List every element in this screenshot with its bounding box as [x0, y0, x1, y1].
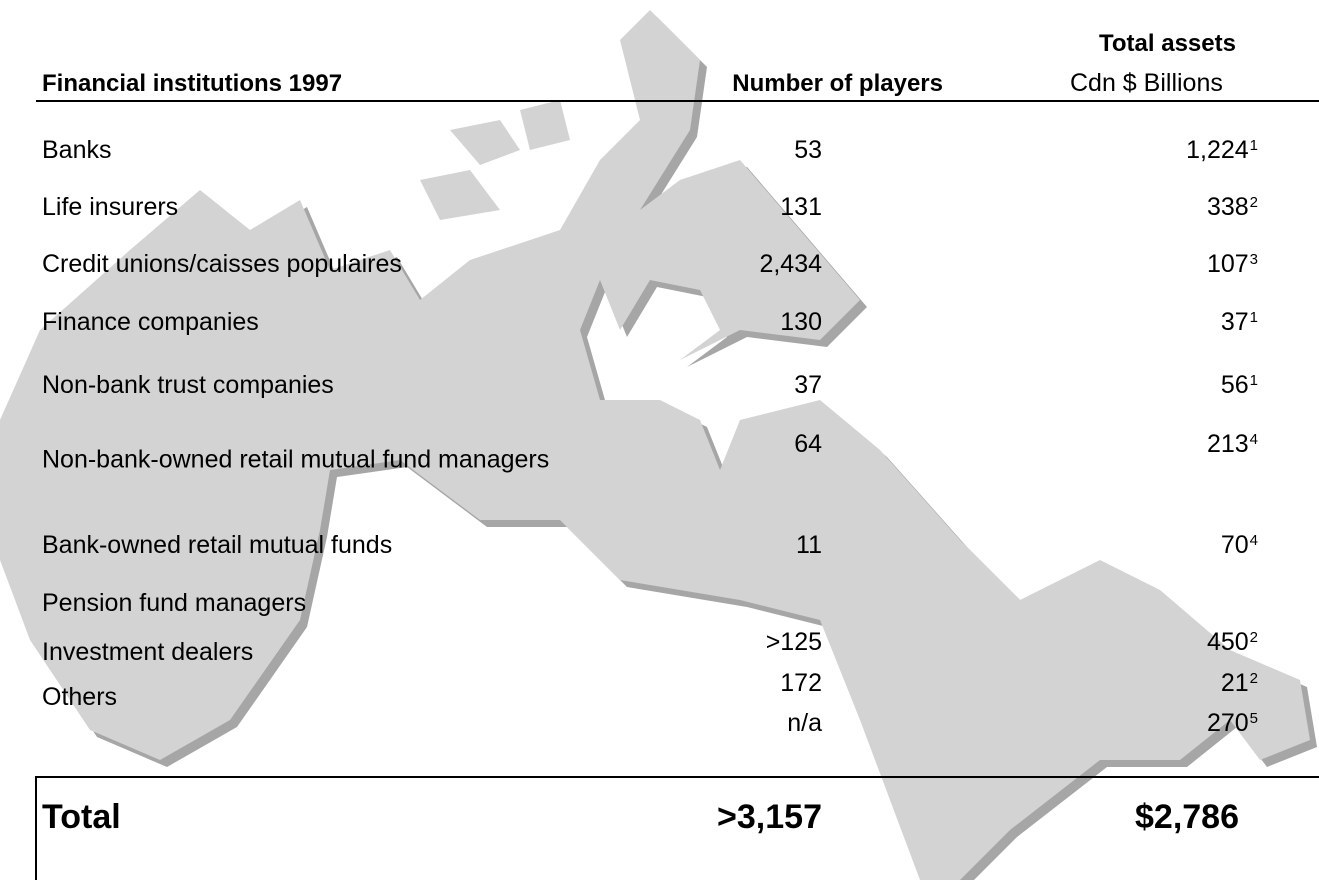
row-label: Credit unions/caisses populaires — [42, 250, 402, 278]
total-label: Total — [42, 798, 121, 836]
row-players: 130 — [780, 308, 822, 336]
row-players: 2,434 — [759, 250, 822, 278]
row-assets: 2705 — [1207, 708, 1258, 738]
row-assets: 4502 — [1207, 627, 1258, 657]
total-box-left — [35, 776, 37, 880]
row-assets: 2134 — [1207, 429, 1258, 459]
row-players: 37 — [794, 371, 822, 399]
row-assets: 704 — [1221, 530, 1258, 560]
row-players: 172 — [780, 669, 822, 697]
row-label: Non-bank trust companies — [42, 371, 334, 399]
row-assets-note: 2 — [1249, 629, 1258, 646]
row-players: 131 — [780, 193, 822, 221]
row-players: >125 — [765, 628, 822, 656]
row-players: n/a — [787, 709, 822, 737]
row-assets: 3382 — [1207, 192, 1258, 222]
row-assets-note: 3 — [1249, 251, 1258, 268]
row-assets-value: 56 — [1220, 371, 1249, 399]
map-land — [0, 10, 1310, 880]
row-assets-value: 70 — [1220, 531, 1249, 559]
row-assets-note: 2 — [1249, 194, 1258, 211]
row-label: Pension fund managers — [42, 589, 307, 617]
row-label: Banks — [42, 136, 112, 164]
row-assets: 1073 — [1207, 249, 1258, 279]
row-label: Life insurers — [42, 193, 179, 221]
row-assets-value: 37 — [1220, 308, 1249, 336]
header-assets-title: Total assets — [1099, 30, 1236, 57]
row-players: 53 — [794, 136, 822, 164]
row-assets-note: 1 — [1249, 309, 1258, 326]
row-label: Bank-owned retail mutual funds — [42, 531, 393, 559]
row-assets: 561 — [1221, 370, 1258, 400]
row-assets-note: 1 — [1249, 137, 1258, 154]
total-players: >3,157 — [717, 798, 822, 836]
row-label: Investment dealers — [42, 638, 254, 666]
row-assets-note: 2 — [1249, 670, 1258, 687]
row-label: Non-bank-owned retail mutual fund manage… — [42, 445, 550, 474]
header-players: Number of players — [732, 70, 943, 97]
row-players: 64 — [794, 430, 822, 458]
row-assets: 212 — [1221, 668, 1258, 698]
row-label: Finance companies — [42, 308, 259, 336]
row-assets-value: 21 — [1220, 669, 1249, 697]
row-assets-value: 213 — [1206, 430, 1249, 458]
row-assets-note: 1 — [1249, 372, 1258, 389]
total-box-top — [35, 776, 1319, 778]
row-assets-note: 5 — [1249, 710, 1258, 727]
row-label: Others — [42, 683, 118, 711]
row-assets: 371 — [1221, 307, 1258, 337]
row-assets-value: 450 — [1206, 628, 1249, 656]
row-assets-note: 4 — [1249, 431, 1258, 448]
header-institutions: Financial institutions 1997 — [42, 70, 343, 97]
row-assets-note: 4 — [1249, 532, 1258, 549]
total-assets: $2,786 — [1135, 798, 1239, 836]
header-rule — [36, 100, 1319, 102]
row-assets-value: 270 — [1206, 709, 1249, 737]
row-assets-value: 338 — [1206, 193, 1249, 221]
row-assets: 1,2241 — [1186, 135, 1258, 165]
header-assets-unit: Cdn $ Billions — [1070, 69, 1223, 97]
row-assets-value: 107 — [1206, 250, 1249, 278]
row-players: 11 — [796, 531, 822, 559]
row-assets-value: 1,224 — [1186, 136, 1249, 164]
